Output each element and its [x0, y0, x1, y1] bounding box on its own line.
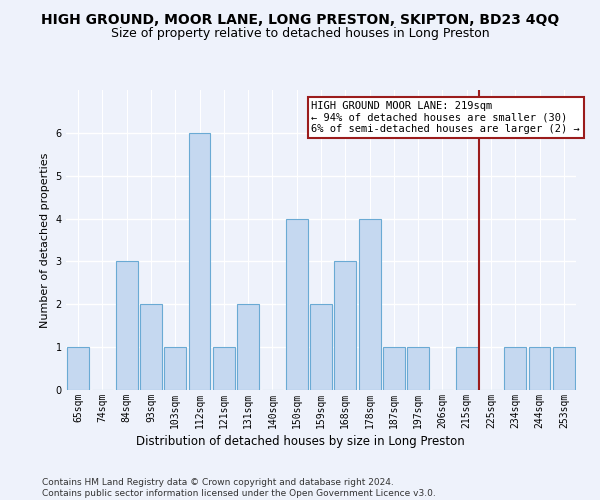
Bar: [505, 347, 526, 390]
Bar: [359, 218, 380, 390]
Bar: [553, 347, 575, 390]
Text: Contains HM Land Registry data © Crown copyright and database right 2024.
Contai: Contains HM Land Registry data © Crown c…: [42, 478, 436, 498]
Bar: [383, 347, 405, 390]
Bar: [116, 262, 137, 390]
Bar: [529, 347, 550, 390]
Bar: [310, 304, 332, 390]
Text: HIGH GROUND, MOOR LANE, LONG PRESTON, SKIPTON, BD23 4QQ: HIGH GROUND, MOOR LANE, LONG PRESTON, SK…: [41, 12, 559, 26]
Bar: [334, 262, 356, 390]
Bar: [237, 304, 259, 390]
Bar: [67, 347, 89, 390]
Text: Distribution of detached houses by size in Long Preston: Distribution of detached houses by size …: [136, 435, 464, 448]
Bar: [407, 347, 429, 390]
Bar: [286, 218, 308, 390]
Bar: [140, 304, 162, 390]
Bar: [213, 347, 235, 390]
Bar: [164, 347, 186, 390]
Bar: [456, 347, 478, 390]
Text: HIGH GROUND MOOR LANE: 219sqm
← 94% of detached houses are smaller (30)
6% of se: HIGH GROUND MOOR LANE: 219sqm ← 94% of d…: [311, 100, 580, 134]
Text: Size of property relative to detached houses in Long Preston: Size of property relative to detached ho…: [110, 28, 490, 40]
Bar: [188, 133, 211, 390]
Y-axis label: Number of detached properties: Number of detached properties: [40, 152, 50, 328]
